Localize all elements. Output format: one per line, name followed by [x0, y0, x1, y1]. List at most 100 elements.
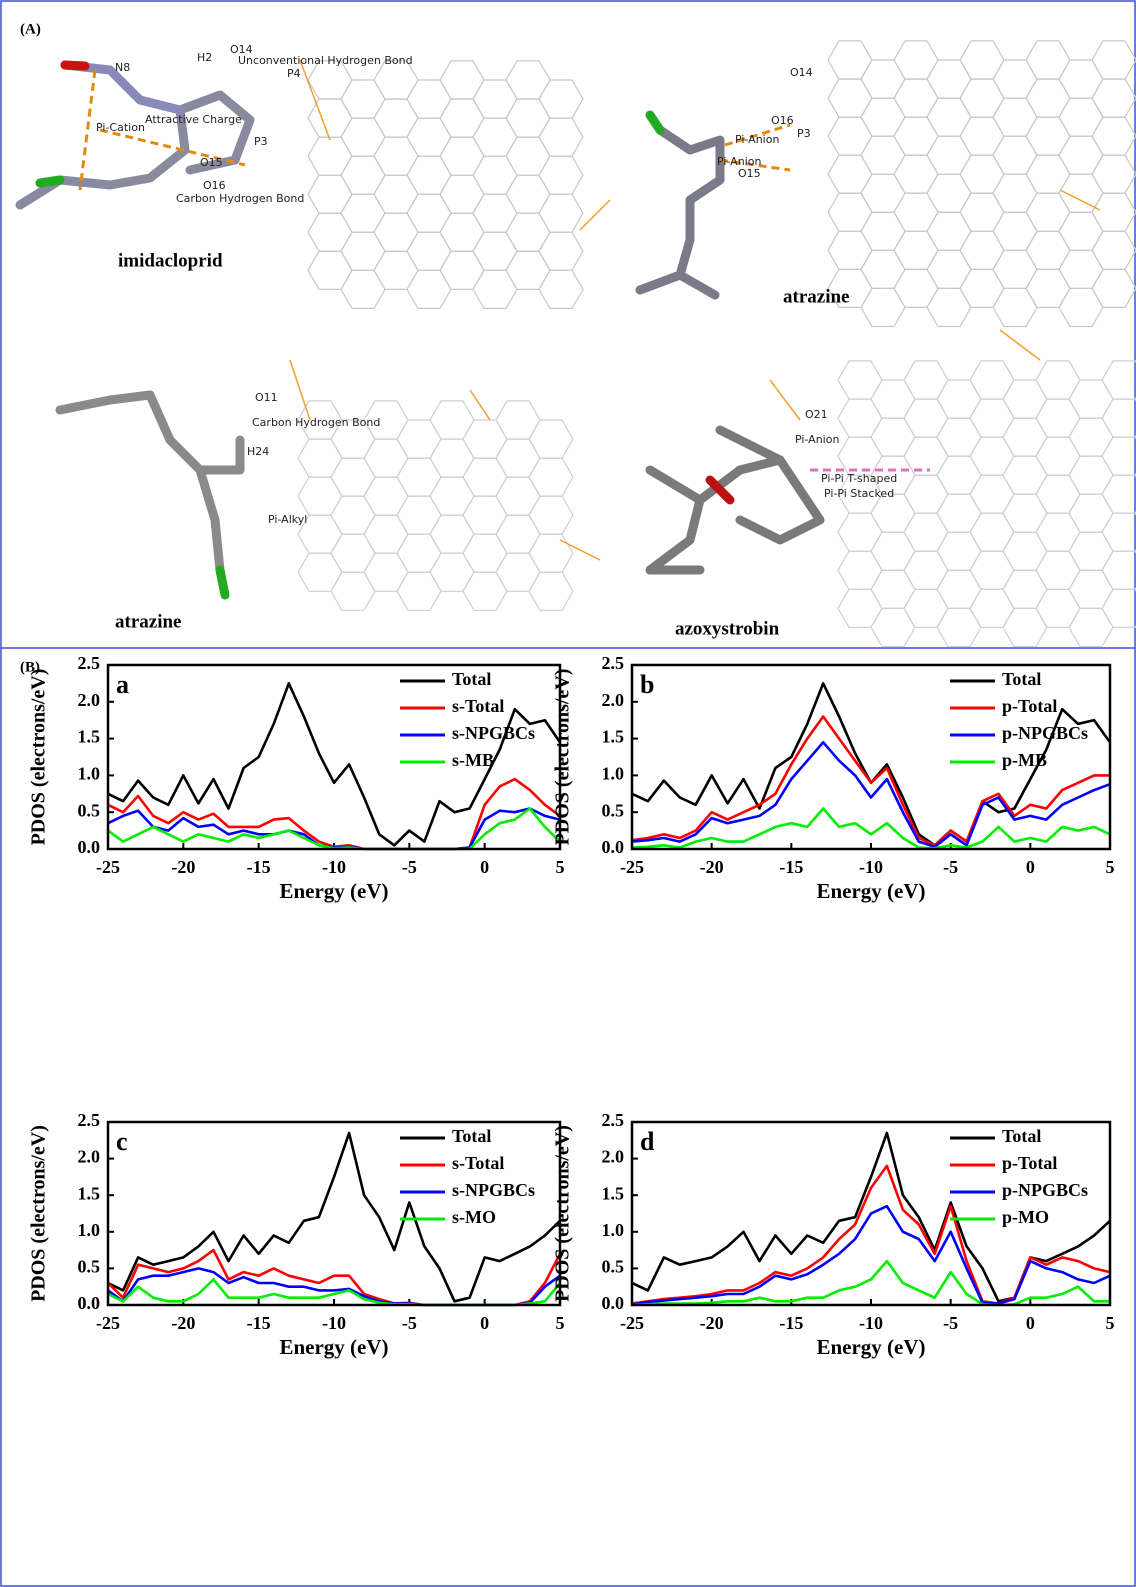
framework-ring: [937, 494, 981, 532]
phosphate-bond: [470, 390, 490, 420]
framework-ring: [496, 515, 540, 553]
interaction-label: P3: [254, 135, 268, 148]
legend-label: Total: [1002, 1126, 1041, 1146]
interaction-line: [80, 70, 95, 190]
framework-ring: [407, 156, 451, 194]
x-tick-label: -5: [402, 1313, 417, 1333]
molecule-name: imidacloprid: [118, 250, 223, 271]
framework-ring: [861, 212, 905, 250]
framework-ring: [960, 269, 1004, 307]
panel-letter: d: [640, 1127, 655, 1156]
framework-ring: [341, 156, 385, 194]
molecule-bond: [200, 470, 220, 570]
framework-ring: [407, 80, 451, 118]
framework-ring: [1003, 608, 1047, 646]
interaction-label: P4: [287, 67, 301, 80]
interaction-label: Pi-Anion: [795, 433, 839, 446]
legend-label: p-MB: [1002, 750, 1047, 770]
framework-ring: [506, 61, 550, 99]
framework-ring: [828, 117, 872, 155]
framework-ring: [473, 80, 517, 118]
framework-ring: [1026, 155, 1070, 193]
phosphate-bond: [580, 200, 610, 230]
framework-ring: [1026, 193, 1070, 231]
framework-ring: [1069, 494, 1113, 532]
x-tick-label: -25: [620, 857, 644, 877]
x-tick-label: -20: [171, 857, 195, 877]
molecule-name: azoxystrobin: [675, 618, 780, 639]
framework-ring: [374, 137, 418, 175]
molecule-bond: [680, 275, 715, 295]
legend-label: p-NPGBCs: [1002, 723, 1088, 743]
panel-a-label: (A): [20, 21, 41, 37]
framework-ring: [1069, 532, 1113, 570]
y-tick-label: 2.0: [78, 690, 101, 710]
framework-ring: [861, 60, 905, 98]
legend-label: p-NPGBCs: [1002, 1180, 1088, 1200]
x-tick-label: -15: [247, 1313, 271, 1333]
framework-ring: [1092, 79, 1136, 117]
framework-ring: [1102, 361, 1136, 399]
x-tick-label: 5: [556, 857, 565, 877]
framework-ring: [927, 288, 971, 326]
y-tick-label: 1.0: [602, 1220, 625, 1240]
framework-ring: [894, 117, 938, 155]
framework-ring: [529, 534, 573, 572]
framework-ring: [529, 458, 573, 496]
framework-ring: [440, 175, 484, 213]
x-axis-label: Energy (eV): [279, 1335, 388, 1359]
framework-ring: [341, 118, 385, 156]
framework-ring: [861, 288, 905, 326]
framework-ring: [894, 269, 938, 307]
interaction-label: O21: [805, 408, 828, 421]
framework-ring: [970, 361, 1014, 399]
framework-ring: [828, 231, 872, 269]
y-tick-label: 0.0: [78, 1293, 101, 1313]
framework-ring: [993, 60, 1037, 98]
framework-ring: [308, 251, 352, 289]
y-tick-label: 2.5: [78, 653, 101, 673]
framework-ring: [970, 589, 1014, 627]
x-tick-label: -5: [943, 857, 958, 877]
framework-ring: [397, 458, 441, 496]
framework-ring: [331, 496, 375, 534]
framework-ring: [937, 608, 981, 646]
framework-ring: [473, 156, 517, 194]
panel-letter: a: [116, 670, 129, 699]
framework-ring: [861, 136, 905, 174]
framework-ring: [894, 193, 938, 231]
framework-ring: [970, 437, 1014, 475]
framework-ring: [993, 174, 1037, 212]
framework-ring: [894, 231, 938, 269]
framework-ring: [1059, 98, 1103, 136]
framework-ring: [838, 513, 882, 551]
framework-ring: [828, 193, 872, 231]
x-tick-label: -5: [943, 1313, 958, 1333]
framework-ring: [374, 213, 418, 251]
framework-ring: [473, 118, 517, 156]
panel-letter: b: [640, 670, 654, 699]
phosphate-bond: [1000, 330, 1040, 360]
framework-ring: [430, 439, 474, 477]
pdos-line: [632, 1261, 1110, 1305]
framework-ring: [871, 570, 915, 608]
framework-ring: [331, 458, 375, 496]
framework-ring: [927, 174, 971, 212]
framework-ring: [904, 475, 948, 513]
interaction-label: O15: [200, 156, 223, 169]
framework-ring: [970, 399, 1014, 437]
framework-ring: [1026, 79, 1070, 117]
x-tick-label: -10: [859, 857, 883, 877]
framework-ring: [1026, 117, 1070, 155]
framework-ring: [364, 553, 408, 591]
y-tick-label: 2.5: [78, 1110, 101, 1130]
framework-ring: [904, 589, 948, 627]
x-tick-label: -15: [779, 1313, 803, 1333]
framework-ring: [1102, 551, 1136, 589]
framework-ring: [1069, 570, 1113, 608]
interaction-label: O16: [203, 179, 226, 192]
framework-ring: [1003, 570, 1047, 608]
framework-ring: [894, 155, 938, 193]
legend-label: Total: [452, 669, 491, 689]
y-tick-label: 2.0: [602, 690, 625, 710]
